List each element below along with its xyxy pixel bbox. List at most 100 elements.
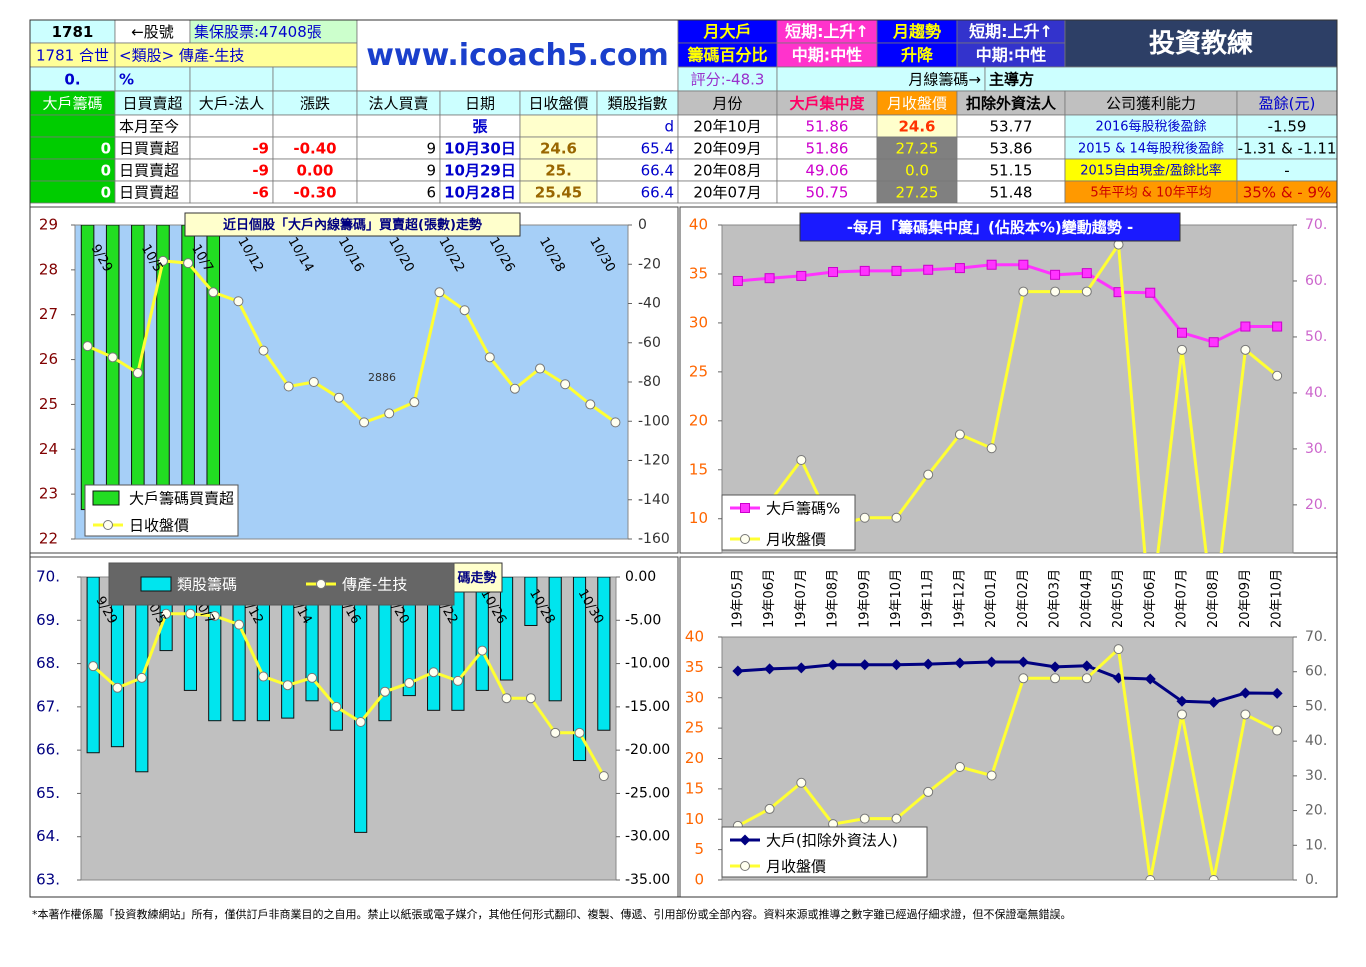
point <box>764 663 776 675</box>
point <box>1176 709 1187 720</box>
bar <box>499 577 514 681</box>
table-cell <box>189 90 274 116</box>
cell-text: -6 <box>252 184 269 202</box>
cell-text: 大戶籌碼 <box>42 95 102 113</box>
cell-text: 月收盤價 <box>887 95 947 113</box>
point <box>404 678 415 689</box>
point <box>409 397 420 408</box>
cell-text: 日買賣超 <box>119 184 179 202</box>
legend-label: 日收盤價 <box>129 517 189 535</box>
legend-label: 大戶籌碼% <box>766 500 840 518</box>
y2-tick-label: -5.00 <box>625 612 661 628</box>
legend-marker <box>316 579 326 589</box>
table-cell <box>776 66 986 92</box>
table-cell <box>984 66 1338 92</box>
point <box>185 608 196 619</box>
y2-tick-label: -25.00 <box>625 785 670 801</box>
y-tick-label: 68. <box>36 654 60 672</box>
bar <box>524 577 538 626</box>
cell-text: 月份 <box>712 95 742 113</box>
x-tick-label: 20年04月 <box>1079 569 1094 628</box>
cell-text: 27.25 <box>896 140 939 158</box>
cell-text: 月趨勢 <box>892 22 941 41</box>
point <box>1176 344 1187 355</box>
legend-swatch <box>140 576 172 592</box>
point <box>732 665 744 677</box>
point <box>954 657 966 669</box>
point <box>890 659 902 671</box>
point <box>986 443 997 454</box>
point <box>384 408 395 419</box>
cell-text: <類股> 傳產-生技 <box>119 47 244 65</box>
point <box>827 659 839 671</box>
cell-text: 中期:中性 <box>792 46 862 65</box>
cell-text: 9 <box>426 140 436 158</box>
y2-tick-label: 60. <box>1305 664 1327 680</box>
y-tick-label: 69. <box>36 611 60 629</box>
y-tick-label: 63. <box>36 871 60 889</box>
legend-marker <box>739 834 751 846</box>
point <box>359 417 370 428</box>
point <box>258 671 269 682</box>
x-tick-label: 20年03月 <box>1048 569 1063 628</box>
title-box <box>184 212 521 237</box>
point <box>136 672 147 683</box>
point <box>1145 875 1156 880</box>
point <box>1049 661 1061 673</box>
point <box>1272 321 1283 332</box>
point <box>88 661 99 672</box>
point <box>157 255 168 266</box>
point <box>1239 687 1251 699</box>
y-tick-label: 10 <box>685 810 704 828</box>
cell-text: 日買賣超 <box>119 162 179 180</box>
y-tick-label: 25 <box>39 395 58 413</box>
x-tick-label: 20年01月 <box>984 569 999 628</box>
cell-text: 0. <box>64 71 80 89</box>
x-tick-label: 19年08月 <box>826 569 841 628</box>
chart-title: -每月「籌碼集中度」(佔股本%)變動趨勢 - <box>847 219 1133 237</box>
line <box>737 263 1278 344</box>
cell-text: -9 <box>252 162 269 180</box>
bar <box>378 577 392 722</box>
point <box>859 512 870 523</box>
y2-tick-label: 70. <box>1305 629 1327 645</box>
cell-text: 51.48 <box>990 184 1033 202</box>
cell-text: 0.0 <box>905 162 929 180</box>
y-tick-label: 15 <box>689 460 708 478</box>
point <box>610 417 621 428</box>
cell-text: 9 <box>426 162 436 180</box>
point <box>1050 269 1061 280</box>
chart-title: 碼走勢 <box>456 570 496 586</box>
point <box>732 275 743 286</box>
point <box>282 680 293 691</box>
point <box>484 352 495 363</box>
point <box>923 264 934 275</box>
x-tick-label: 19年07月 <box>794 569 809 628</box>
point <box>574 727 585 738</box>
point <box>1081 660 1093 672</box>
outer-frame <box>29 19 1338 898</box>
cell-text: 25. <box>545 162 572 180</box>
y-tick-label: 67. <box>36 697 60 715</box>
cell-text: 升降 <box>901 46 934 65</box>
y-tick-label: 20 <box>689 411 708 429</box>
point <box>1050 286 1061 297</box>
point <box>986 656 998 668</box>
y-tick-label: 22 <box>39 530 58 548</box>
point <box>891 512 902 523</box>
point <box>764 273 775 284</box>
cell-text: 1781 <box>52 23 94 41</box>
point <box>598 771 609 782</box>
point <box>1017 656 1029 668</box>
point <box>859 813 870 824</box>
y-tick-label: 25 <box>689 362 708 380</box>
table-cell <box>1236 90 1338 116</box>
table-cell <box>272 66 358 92</box>
point <box>509 383 520 394</box>
cell-text: 扣除外資法人 <box>966 95 1057 113</box>
cell-text: 10月29日 <box>444 162 516 180</box>
point <box>452 675 463 686</box>
line <box>737 646 1278 880</box>
point <box>1240 344 1251 355</box>
